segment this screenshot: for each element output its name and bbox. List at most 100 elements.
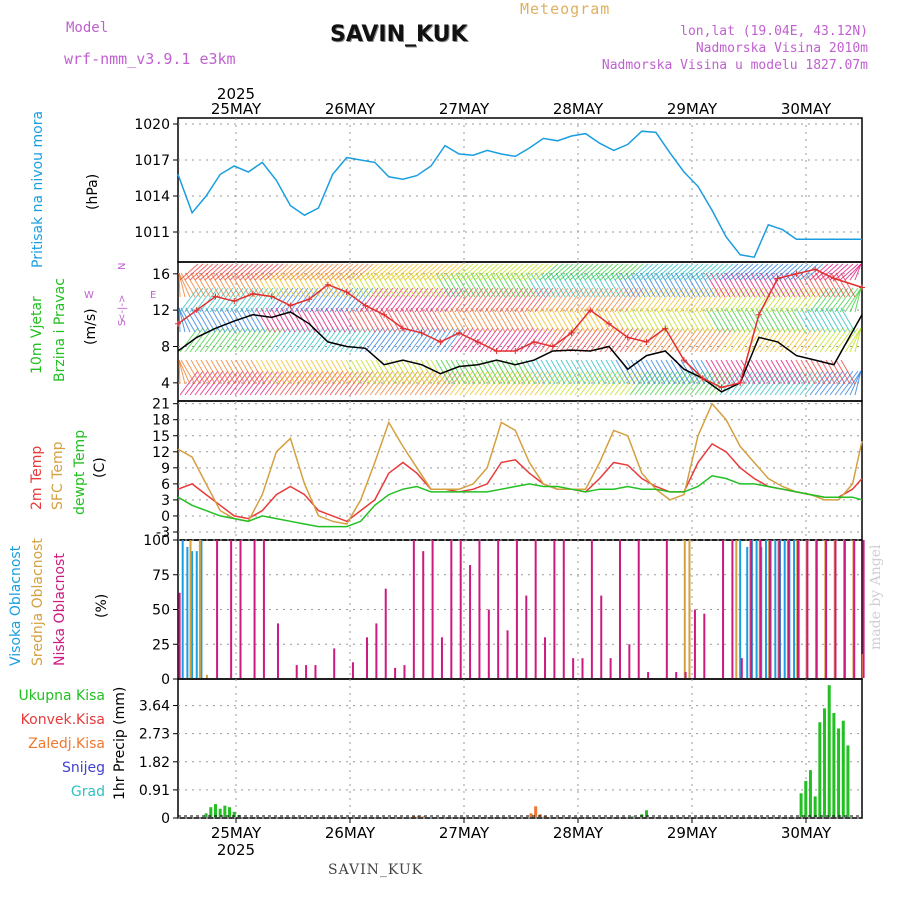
wind-barb: [180, 359, 196, 385]
bar-clouds-niska-oblacnost: [722, 540, 725, 678]
wind-barb: [430, 307, 446, 333]
wind-barb: [355, 307, 371, 333]
bar-clouds-niska-oblacnost: [750, 540, 753, 678]
wind-barb: [214, 287, 234, 313]
wind-barb: [419, 263, 439, 281]
wind-barb: [730, 307, 746, 333]
y-tick-label: 0: [161, 672, 170, 688]
wind-barb: [240, 359, 256, 385]
wind-barb: [764, 263, 784, 281]
wind-title-line1: 10m Vjetar: [29, 296, 45, 374]
wind-barb: [444, 287, 464, 313]
bar-precip-zaledj-kisa: [534, 806, 538, 817]
wind-barb: [429, 263, 449, 281]
bar-clouds-visoka-oblacnost: [774, 540, 777, 678]
bar-clouds-niska-oblacnost: [403, 665, 406, 678]
wind-barb: [604, 263, 624, 281]
y-tick-label: 6: [161, 477, 170, 493]
gust-marker: [456, 329, 463, 336]
y-tick-label: 21: [152, 397, 170, 413]
wind-barb: [220, 359, 236, 385]
wind-barb: [284, 263, 304, 281]
wind-barb: [260, 307, 276, 333]
wind-barb: [764, 287, 784, 313]
y-tick-label: 75: [152, 568, 170, 584]
side-labels: Pritisak na nivou mora (hPa) 10m Vjetar …: [8, 111, 156, 800]
gust-marker: [830, 275, 837, 282]
wind-barb: [389, 287, 409, 313]
wind-barb: [434, 263, 454, 281]
wind-barb: [594, 263, 614, 281]
wind-barb: [700, 307, 716, 333]
temp-legend-dewpt: dewpt Temp: [72, 430, 88, 515]
bar-precip-ukupna-kisa: [832, 712, 836, 817]
bar-precip-ukupna-kisa: [630, 816, 634, 817]
bar-clouds-niska-oblacnost: [506, 630, 509, 678]
wind-barb: [520, 359, 536, 385]
wind-barb: [420, 359, 436, 385]
wind-barb: [784, 287, 804, 313]
wind-barb: [290, 307, 306, 333]
wind-barb: [229, 263, 249, 281]
gust-marker: [493, 348, 500, 355]
wind-barb: [440, 307, 456, 333]
bar-clouds-niska-oblacnost: [768, 540, 771, 678]
wind-barb: [844, 370, 862, 396]
wind-barb: [494, 263, 514, 281]
wind-barb: [330, 307, 346, 333]
y-tick-label: 25: [152, 637, 170, 653]
wind-barb: [555, 359, 571, 385]
wind-barb: [374, 263, 394, 281]
wind-barb: [260, 359, 276, 385]
product-title: Meteogram: [520, 0, 611, 18]
wind-barb: [670, 359, 686, 385]
wind-barb: [370, 307, 386, 333]
wind-barb: [305, 307, 321, 333]
wind-barb: [429, 287, 449, 313]
wind-barb: [235, 307, 251, 333]
bar-clouds-niska-oblacnost: [487, 609, 490, 678]
wind-barb: [190, 359, 206, 385]
y-tick-label: 0.91: [139, 783, 170, 799]
wind-barb: [620, 307, 636, 333]
wind-barb: [405, 307, 421, 333]
coordinates: lon,lat (19.04E, 43.12N): [680, 24, 868, 39]
wind-barb: [744, 287, 764, 313]
wind-barb: [805, 359, 821, 385]
wind-barb: [389, 263, 409, 281]
wind-barb: [285, 359, 301, 385]
wind-barb: [490, 307, 506, 333]
wind-barb: [800, 359, 816, 385]
cloud-legend-high: Visoka Oblacnost: [8, 545, 24, 666]
y-tick-label: 16: [152, 267, 170, 283]
bar-clouds-niska-oblacnost: [693, 609, 696, 678]
wind-barb: [785, 359, 801, 385]
wind-barb: [314, 263, 334, 281]
wind-barb: [264, 287, 284, 313]
wind-barb: [250, 359, 266, 385]
y-tick-label: 0: [161, 509, 170, 525]
y-tick-label: 100: [143, 533, 170, 549]
bar-clouds-niska-oblacnost: [600, 595, 603, 678]
gust-marker: [755, 311, 762, 318]
wind-barb: [289, 263, 309, 281]
bar-precip-zaledj-kisa: [543, 816, 547, 817]
bottom-day-label: 25MAY: [211, 824, 262, 842]
cloud-legend-low: Niska Oblacnost: [52, 553, 68, 666]
top-year-label: 2025: [217, 85, 255, 103]
wind-barb: [365, 307, 381, 333]
wind-barb: [610, 307, 626, 333]
wind-barb: [514, 263, 534, 281]
wind-barb: [700, 359, 716, 385]
wind-barb: [225, 307, 241, 333]
wind-barb: [849, 287, 862, 313]
wind-barb: [194, 263, 214, 281]
wind-barb: [254, 287, 274, 313]
y-tick-label: 3.64: [139, 699, 170, 715]
wind-barb: [255, 307, 271, 333]
bar-clouds-niska-oblacnost: [178, 592, 181, 678]
wind-barb: [444, 263, 464, 281]
wind-barb: [524, 287, 544, 313]
bar-clouds-niska-oblacnost: [497, 540, 500, 678]
wind-barb: [779, 287, 799, 313]
